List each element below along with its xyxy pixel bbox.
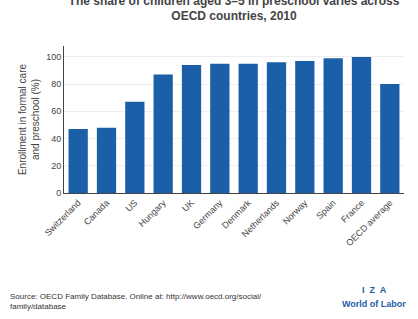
svg-text:Norway: Norway (281, 197, 310, 226)
svg-text:20: 20 (51, 161, 61, 171)
svg-text:US: US (124, 198, 140, 214)
svg-text:Denmark: Denmark (220, 197, 253, 230)
svg-text:Enrollment in formal careand p: Enrollment in formal careand preschool (… (17, 63, 41, 175)
svg-text:World of Labor: World of Labor (342, 299, 406, 309)
svg-text:60: 60 (51, 106, 61, 116)
svg-text:I Z A: I Z A (362, 285, 387, 295)
svg-text:France: France (339, 198, 366, 225)
svg-text:The share of children aged 3–5: The share of children aged 3–5 in presch… (69, 0, 400, 23)
svg-text:Netherlands: Netherlands (240, 197, 282, 239)
svg-text:Canada: Canada (82, 198, 111, 227)
svg-text:UK: UK (180, 198, 196, 214)
svg-text:0: 0 (56, 188, 61, 198)
svg-text:OECD average: OECD average (344, 198, 394, 248)
svg-text:Source: OECD Family Database.: Source: OECD Family Database. Online at:… (10, 292, 262, 311)
svg-text:80: 80 (51, 79, 61, 89)
svg-text:40: 40 (51, 134, 61, 144)
svg-text:Hungary: Hungary (137, 197, 168, 228)
svg-text:100: 100 (46, 52, 61, 62)
svg-text:Switzerland: Switzerland (43, 198, 83, 238)
svg-text:Spain: Spain (314, 198, 337, 221)
svg-text:Germany: Germany (191, 197, 225, 231)
